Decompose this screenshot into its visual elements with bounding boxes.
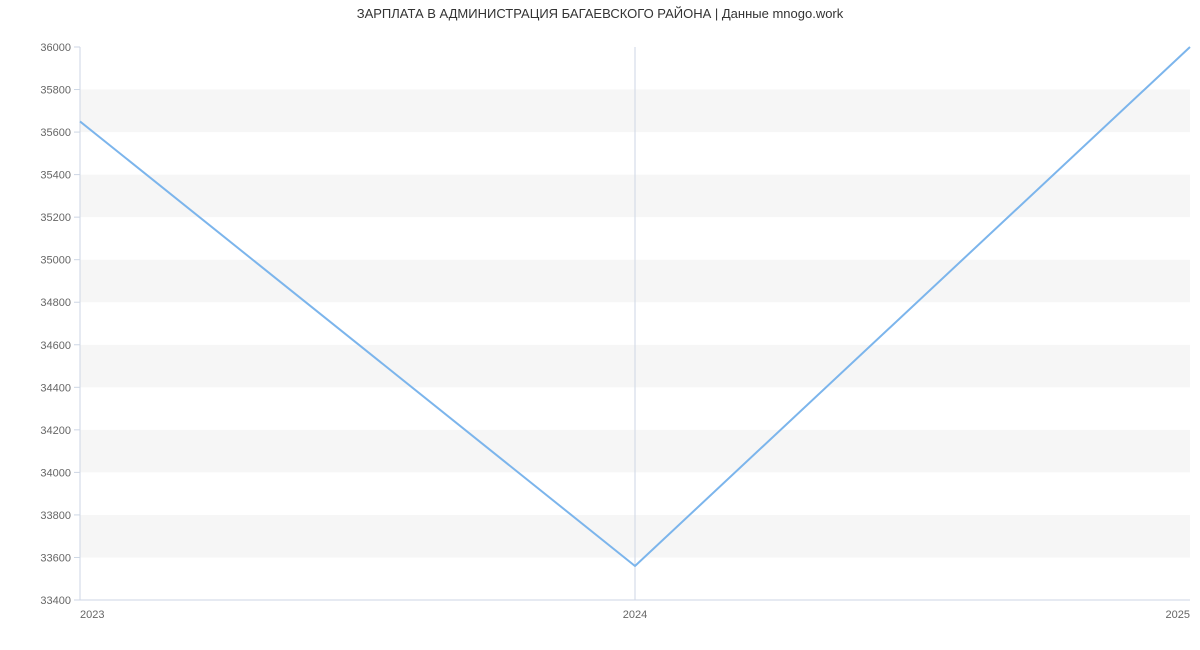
chart-svg: 33400 33600 33800 34000 34200 34400 34600 34800… bbox=[0, 0, 1200, 650]
y-tick-label: 35000 bbox=[40, 255, 71, 267]
y-tick-label: 34000 bbox=[40, 467, 71, 479]
y-tick-label: 35200 bbox=[40, 212, 71, 224]
y-tick-label: 34400 bbox=[40, 382, 71, 394]
salary-line-chart: 33400 33600 33800 34000 34200 34400 34600 34800… bbox=[0, 0, 1200, 650]
y-tick-label: 33800 bbox=[40, 510, 71, 522]
y-tick-label: 34600 bbox=[40, 340, 71, 352]
y-tick-label: 35600 bbox=[40, 127, 71, 139]
chart-title: ЗАРПЛАТА В АДМИНИСТРАЦИЯ БАГАЕВСКОГО РАЙ… bbox=[357, 6, 844, 21]
y-tick-label: 33600 bbox=[40, 552, 71, 564]
x-tick-label: 2025 bbox=[1166, 609, 1190, 621]
y-tick-label: 35400 bbox=[40, 170, 71, 182]
y-tick-label: 35800 bbox=[40, 85, 71, 97]
y-tick-label: 33400 bbox=[40, 595, 71, 607]
x-tick-label: 2023 bbox=[80, 609, 104, 621]
x-tick-label: 2024 bbox=[623, 609, 647, 621]
y-tick-label: 36000 bbox=[40, 42, 71, 54]
y-tick-label: 34800 bbox=[40, 297, 71, 309]
y-tick-label: 34200 bbox=[40, 425, 71, 437]
